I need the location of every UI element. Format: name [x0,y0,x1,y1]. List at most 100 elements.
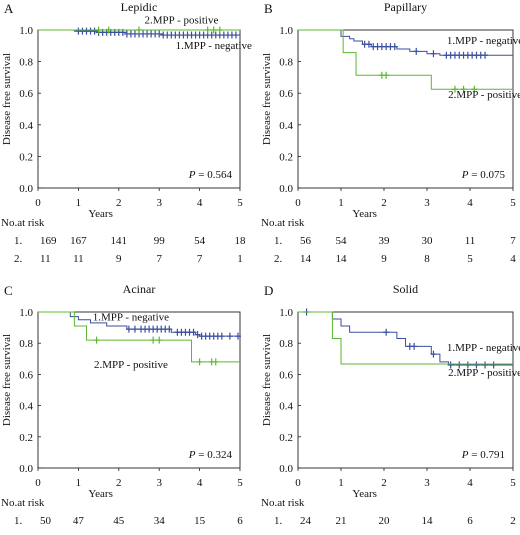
p-symbol: P [188,169,196,181]
y-tick-label: 1.0 [19,25,33,37]
y-tick-label: 0.8 [279,57,293,69]
y-axis-label: Disease free survival [261,53,273,145]
risk-cell: 18 [235,235,247,247]
chart-title: Papillary [384,0,427,14]
risk-row-label: 2. [14,253,23,265]
x-tick-label: 0 [35,197,41,209]
series-label-2: 2.MPP - positive [94,359,168,371]
x-tick-label: 5 [237,197,243,209]
risk-cell: 2 [510,515,516,527]
y-tick-label: 0.6 [19,88,33,100]
censor-mark [156,336,163,344]
chart-panel-b: B Papillary Disease free survival 0.0 0.2 0.4… [261,0,520,265]
censor-mark [95,26,102,34]
chart-title: Solid [393,282,418,296]
y-tick-label: 1.0 [279,25,293,37]
risk-cell: 45 [113,515,125,527]
x-tick-label: 5 [237,477,243,489]
chart-panel-d: D Solid Disease free survival 0.0 0.2 0.4 0.6 0… [261,282,520,535]
risk-cell: 169 [40,235,57,247]
censor-mark [365,40,372,48]
y-axis-label: Disease free survival [261,334,273,426]
risk-cell: 1 [510,533,516,535]
p-value: P = 0.564 [188,169,233,181]
series-label-2: 2.MPP - positive [448,89,520,101]
y-tick-label: 1.0 [279,307,293,319]
survival-curve-1 [298,311,513,366]
risk-cell: 4 [424,533,430,535]
censor-mark [464,361,471,369]
p-value-text: = 0.791 [469,449,505,461]
x-tick-label: 5 [510,197,516,209]
panel-letter: D [264,283,273,298]
y-tick-label: 0.2 [279,151,293,163]
censor-mark [490,361,497,369]
x-tick-label: 2 [381,197,387,209]
panel-letter: A [4,1,14,16]
censor-mark [234,332,241,340]
chart-panel-c: C Acinar Disease free survival 0.0 0.2 0.4 0.6… [1,282,243,535]
x-axis-label: Years [352,488,377,500]
censor-mark [91,27,98,35]
risk-cell: 14 [336,253,348,265]
censor-mark [204,26,211,34]
risk-row-label: 1. [14,515,23,527]
risk-cell: 50 [40,515,52,527]
x-tick-label: 2 [116,477,122,489]
censor-mark [156,30,163,38]
risk-row-label: 2. [274,533,283,535]
risk-cell: 7 [510,235,516,247]
x-tick-label: 3 [156,477,162,489]
censor-mark [471,85,478,93]
y-tick-label: 0.4 [279,120,293,132]
censor-mark [451,85,458,93]
plot-frame [37,29,241,189]
censor-mark [482,361,489,369]
risk-cell: 6 [300,533,306,535]
risk-cell: 11 [73,253,84,265]
y-tick-label: 0.2 [19,151,33,163]
survival-curve-1 [298,29,513,56]
p-symbol: P [461,169,469,181]
plot-frame [37,311,241,469]
x-tick-label: 2 [381,477,387,489]
risk-cell: 54 [194,235,206,247]
y-tick-label: 0.6 [19,369,33,381]
risk-cell: 141 [111,235,128,247]
y-tick-label: 0.0 [279,463,293,475]
risk-row-label: 1. [14,235,23,247]
p-value: P = 0.324 [188,449,233,461]
risk-cell: 56 [300,235,312,247]
risk-row-label: 1. [274,235,283,247]
series-label-1: 1.MPP - negative [447,342,520,354]
risk-cell: 7 [156,253,162,265]
censor-mark [216,26,223,34]
plot-frame [297,29,514,189]
risk-cell: 167 [70,235,87,247]
censor-mark [460,85,467,93]
censor-mark [430,350,437,358]
censor-mark [150,336,157,344]
p-value-text: = 0.075 [469,169,506,181]
panel-letter: C [4,283,13,298]
risk-cell: 1 [467,533,473,535]
x-axis-label: Years [88,208,113,220]
risk-cell: 5 [467,253,473,265]
y-axis-label: Disease free survival [1,334,13,426]
y-axis-label: Disease free survival [1,53,13,145]
x-tick-label: 0 [35,477,41,489]
risk-cell: 15 [194,515,206,527]
risk-cell: 1 [237,533,243,535]
chart-panel-a: A Lepidic Disease free survival 0.0 0.2 0.4 0.… [1,0,252,265]
risk-cell: 9 [381,253,387,265]
risk-cell: 34 [154,515,166,527]
risk-table-title: No.at risk [1,217,45,229]
censor-mark [166,325,173,333]
censor-mark [190,328,197,336]
censor-mark [131,325,138,333]
risk-row-label: 2. [14,533,23,535]
p-value: P = 0.075 [461,169,506,181]
risk-cell: 10 [73,533,85,535]
x-tick-label: 3 [156,197,162,209]
